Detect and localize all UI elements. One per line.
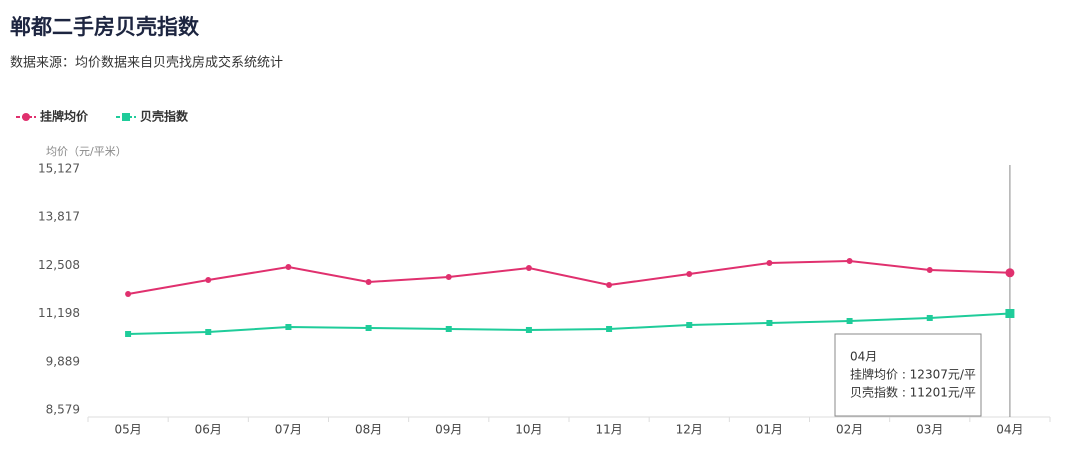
tooltip-box [834,333,982,417]
point [365,278,372,285]
legend-label: 挂牌均价 [40,109,89,124]
point [525,265,532,272]
x-tick-label: 10月 [515,423,542,437]
point [926,314,933,321]
point [1005,268,1015,278]
tooltip-title: 04月 [850,350,877,364]
series-line [128,312,1010,335]
point [445,273,452,280]
point [525,326,532,333]
y-tick-label: 12,508 [38,258,80,272]
y-tick-label: 13,817 [38,210,80,224]
point [285,324,292,331]
point [766,319,773,326]
point [686,322,693,329]
point [125,330,132,337]
point [1005,308,1015,318]
y-tick-label: 9,889 [46,354,80,368]
x-tick-label: 04月 [996,423,1023,437]
chart-subtitle: 数据来源：均价数据来自贝壳找房成交系统统计 [10,55,283,71]
legend-label: 贝壳指数 [140,109,189,124]
tooltip-line: 贝壳指数 : 11201元/平 [850,385,976,400]
y-tick-label: 8,579 [46,403,80,417]
point [606,282,613,289]
chart-title: 郸都二手房贝壳指数 [10,15,200,39]
y-tick-label: 15,127 [38,162,80,176]
x-tick-label: 09月 [435,423,462,437]
point [926,266,933,273]
x-tick-label: 07月 [275,423,302,437]
point [606,325,613,332]
point [846,318,853,325]
point [846,258,853,265]
point [365,324,372,331]
point [205,277,212,284]
tooltip-line: 挂牌均价 : 12307元/平 [850,368,976,382]
x-tick-label: 02月 [836,423,863,437]
point [766,260,773,267]
y-tick-label: 11,198 [38,306,80,320]
x-tick-label: 01月 [756,423,783,437]
point [445,325,452,332]
x-tick-label: 12月 [676,423,703,437]
x-tick-label: 03月 [916,423,943,437]
point [285,264,292,271]
point [205,329,212,336]
x-tick-label: 11月 [595,423,622,437]
x-tick-label: 05月 [114,423,141,437]
legend-marker [22,113,30,121]
series-line [127,260,1010,295]
point [125,290,132,297]
legend-marker [122,113,130,121]
y-axis-label: 均价（元/平米） [46,145,127,158]
point [686,271,693,278]
x-tick-label: 08月 [355,423,382,437]
x-tick-label: 06月 [195,423,222,437]
